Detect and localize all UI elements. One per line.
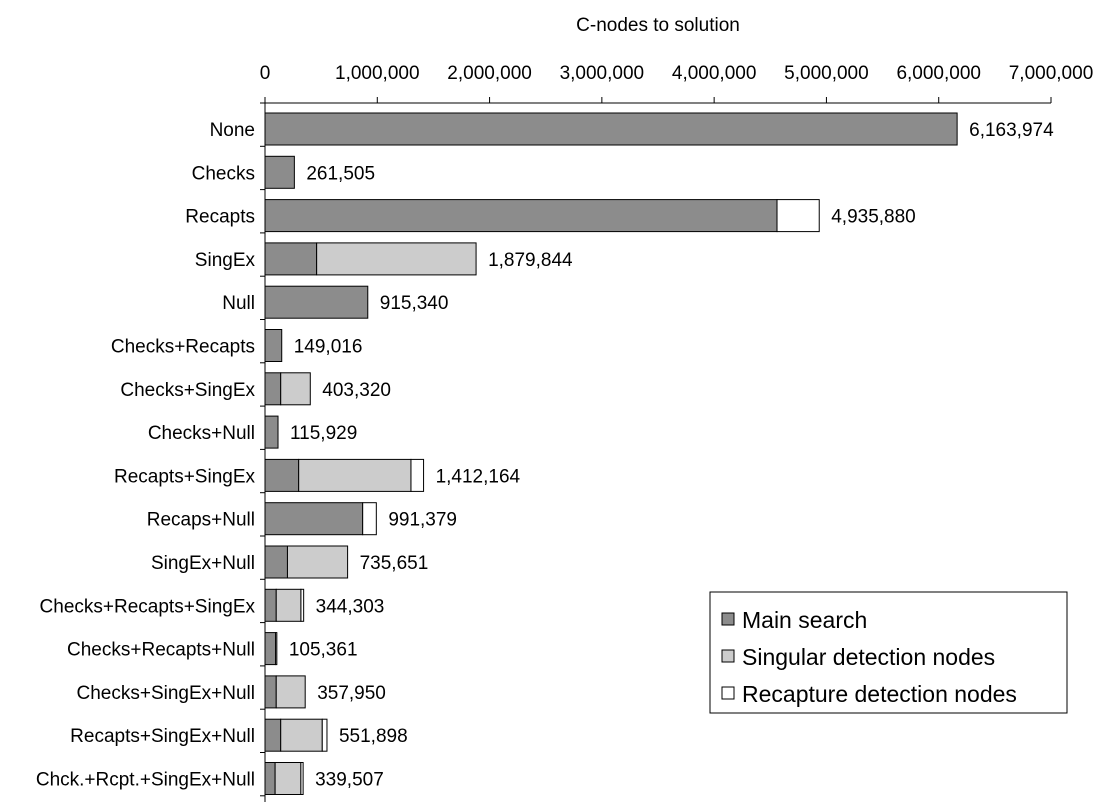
bar-segment xyxy=(264,415,279,449)
bars xyxy=(264,112,958,795)
bar-segment xyxy=(321,718,328,752)
category-label: Checks+Recapts xyxy=(111,337,255,358)
category-label: Checks+Recapts+SingEx xyxy=(40,596,256,617)
bar-segment xyxy=(264,458,300,492)
x-tick-label: 4,000,000 xyxy=(672,63,757,84)
bar-total-label: 735,651 xyxy=(360,553,429,574)
legend: Main search Singular detection nodes Recap… xyxy=(709,591,1068,714)
x-tick-label: 5,000,000 xyxy=(784,63,869,84)
bar-segment xyxy=(274,762,302,795)
bar-total-label: 6,163,974 xyxy=(969,120,1054,141)
legend-box xyxy=(709,591,1068,714)
bar-segment xyxy=(264,242,318,276)
bar-total-label: 357,950 xyxy=(317,683,386,704)
bar-total-label: 551,898 xyxy=(339,726,408,747)
bar-segment xyxy=(280,718,323,752)
category-label: Recapts+SingEx+Null xyxy=(70,726,255,747)
x-tick-label: 3,000,000 xyxy=(560,63,645,84)
category-labels: None Checks Recapts SingEx Null Checks+Recapt… xyxy=(36,120,256,791)
bar-segment xyxy=(264,632,277,666)
bar-segment xyxy=(264,502,364,536)
category-label: Checks+Null xyxy=(148,423,255,444)
total-labels: 6,163,974 261,505 4,935,880 1,879,844 915,34… xyxy=(289,120,1054,791)
category-label: Recaps+Null xyxy=(147,510,255,531)
category-label: Checks+Recapts+Null xyxy=(67,640,255,661)
bar-segment xyxy=(264,372,282,406)
bar-segment xyxy=(298,458,412,492)
bar-total-label: 403,320 xyxy=(322,380,391,401)
bar-segment xyxy=(776,199,820,233)
category-label: Checks+SingEx+Null xyxy=(77,683,255,704)
bar-segment xyxy=(264,718,282,752)
x-tick-label: 7,000,000 xyxy=(1009,63,1094,84)
x-tick-label: 0 xyxy=(260,63,271,84)
bar-segment xyxy=(286,545,349,579)
bar-segment xyxy=(264,199,778,233)
bar-total-label: 915,340 xyxy=(380,293,449,314)
x-axis-title: C-nodes to solution xyxy=(576,15,740,36)
legend-swatch xyxy=(721,649,735,663)
bar-segment xyxy=(264,329,283,362)
bar-total-label: 991,379 xyxy=(388,510,457,531)
category-label: SingEx+Null xyxy=(151,553,255,574)
legend-label: Singular detection nodes xyxy=(742,644,995,670)
bar-segment xyxy=(280,372,311,406)
bar-total-label: 344,303 xyxy=(316,596,385,617)
bar-segment xyxy=(300,762,304,795)
category-label: SingEx xyxy=(195,250,256,271)
bar-total-label: 149,016 xyxy=(294,337,363,358)
legend-label: Main search xyxy=(742,607,867,633)
bar-total-label: 115,929 xyxy=(290,423,357,444)
bar-segment xyxy=(264,588,277,622)
bar-segment xyxy=(300,588,305,622)
x-tick-label: 1,000,000 xyxy=(335,63,420,84)
bar-total-label: 1,412,164 xyxy=(436,466,521,487)
bar-segment xyxy=(275,675,306,709)
category-label: Chck.+Rcpt.+SingEx+Null xyxy=(36,770,255,791)
x-axis-ticks: 0 1,000,000 2,000,000 3,000,000 4,000,000 5,0… xyxy=(260,63,1094,84)
bar-segment xyxy=(264,545,288,579)
bar-segment xyxy=(410,458,425,492)
bar-segment xyxy=(264,285,369,319)
bar-segment xyxy=(264,112,958,146)
category-label: None xyxy=(210,120,255,141)
bar-segment xyxy=(275,632,278,666)
bar-total-label: 1,879,844 xyxy=(488,250,573,271)
bar-segment xyxy=(362,502,377,536)
bar-segment xyxy=(316,242,477,276)
legend-swatch xyxy=(721,686,735,700)
bar-total-label: 339,507 xyxy=(315,770,384,791)
category-label: Checks xyxy=(192,163,255,184)
bar-segment xyxy=(264,155,295,189)
bar-segment xyxy=(275,588,302,622)
bar-total-label: 4,935,880 xyxy=(831,207,916,228)
bar-segment xyxy=(264,762,276,795)
category-label: Recapts+SingEx xyxy=(114,466,255,487)
x-tick-label: 2,000,000 xyxy=(447,63,532,84)
x-tick-label: 6,000,000 xyxy=(896,63,981,84)
bar-total-label: 261,505 xyxy=(306,163,375,184)
category-label: Null xyxy=(222,293,255,314)
legend-swatch xyxy=(721,612,735,626)
category-label: Checks+SingEx xyxy=(120,380,255,401)
legend-label: Recapture detection nodes xyxy=(742,681,1017,707)
bar-segment xyxy=(264,675,277,709)
bar-total-label: 105,361 xyxy=(289,640,358,661)
category-label: Recapts xyxy=(185,207,255,228)
